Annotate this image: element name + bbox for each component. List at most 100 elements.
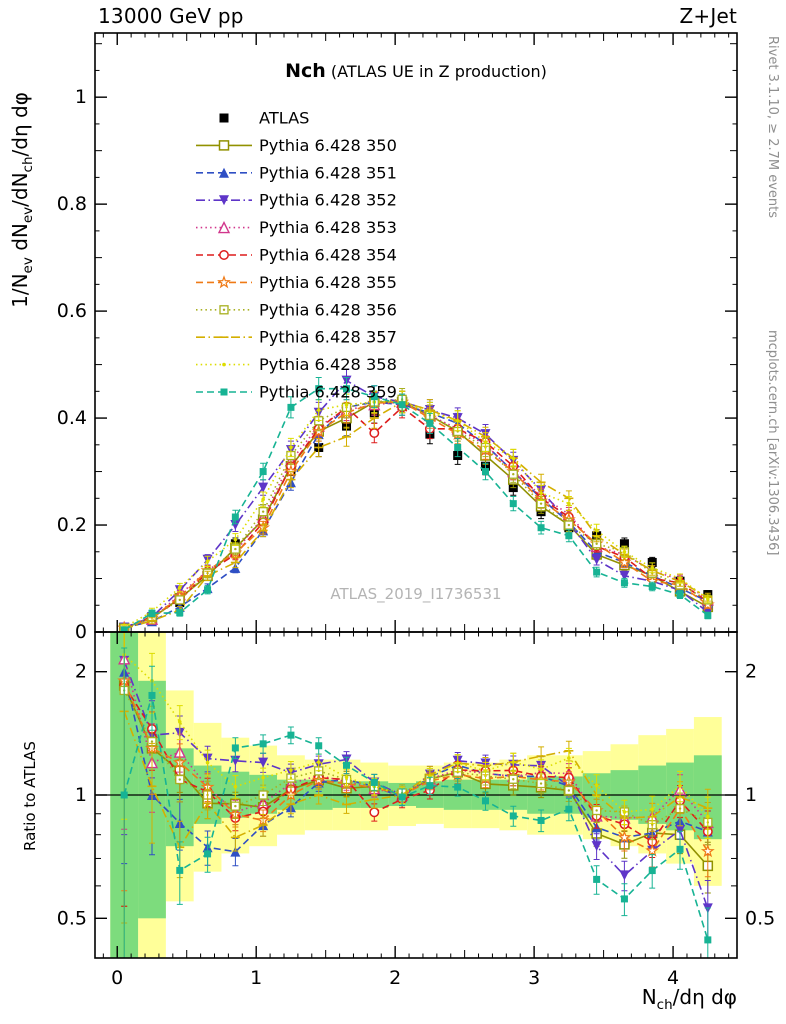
series-pythia-6-428-358-top bbox=[121, 390, 711, 631]
plot-title: Nch (ATLAS UE in Z production) bbox=[186, 60, 646, 82]
y-tick-label: 1 bbox=[75, 86, 87, 108]
marker bbox=[258, 482, 269, 493]
marker bbox=[619, 539, 629, 549]
ratio-tick-label-right: 1 bbox=[745, 784, 757, 806]
marker bbox=[316, 760, 321, 764]
series-line bbox=[123, 711, 709, 849]
y-tick-label: 0 bbox=[75, 621, 87, 643]
marker bbox=[537, 524, 545, 532]
marker bbox=[315, 742, 323, 750]
series-line bbox=[123, 685, 709, 843]
marker bbox=[176, 609, 184, 617]
marker bbox=[620, 579, 628, 587]
x-axis-title: Nch/dη dφ bbox=[642, 985, 737, 1013]
beam-energy-label: 13000 GeV pp bbox=[98, 4, 244, 28]
marker bbox=[565, 805, 573, 813]
marker bbox=[259, 468, 267, 476]
series-line bbox=[123, 690, 709, 826]
plot-title-main: Nch bbox=[285, 60, 326, 82]
y-tick-label: 0.8 bbox=[57, 193, 87, 215]
y-tick-label: 0.2 bbox=[57, 514, 87, 536]
marker-dot bbox=[261, 793, 265, 797]
marker bbox=[316, 408, 321, 412]
marker bbox=[218, 140, 230, 151]
marker bbox=[217, 275, 231, 289]
x-tick-label: 3 bbox=[528, 967, 540, 989]
marker bbox=[148, 691, 156, 699]
marker bbox=[706, 597, 710, 601]
marker bbox=[676, 845, 684, 853]
series-line bbox=[123, 695, 709, 941]
series-line bbox=[123, 671, 709, 853]
ratio-tick-label-right: 0.5 bbox=[745, 907, 775, 929]
ratio-tick-label: 1 bbox=[75, 784, 87, 806]
marker bbox=[511, 760, 516, 764]
series-line bbox=[124, 401, 709, 629]
marker-dot bbox=[234, 547, 237, 551]
mcplots-note: mcplots.cern.ch [arXiv:1306.3436] bbox=[765, 330, 780, 556]
marker bbox=[622, 810, 627, 814]
marker bbox=[678, 784, 682, 788]
marker bbox=[230, 846, 241, 857]
marker bbox=[483, 769, 488, 773]
marker-dot bbox=[150, 740, 154, 743]
marker bbox=[287, 731, 295, 739]
marker bbox=[369, 428, 380, 438]
y-tick-label: 0.4 bbox=[57, 407, 87, 429]
legend-label: Pythia 6.428 355 bbox=[259, 273, 397, 292]
marker bbox=[619, 570, 630, 581]
marker bbox=[454, 783, 462, 791]
marker bbox=[315, 385, 323, 393]
legend-label: ATLAS bbox=[259, 109, 309, 128]
legend-label: Pythia 6.428 358 bbox=[259, 355, 397, 374]
marker bbox=[176, 866, 184, 874]
marker bbox=[398, 401, 406, 409]
marker bbox=[219, 195, 229, 206]
marker bbox=[204, 850, 212, 858]
marker bbox=[591, 841, 602, 852]
marker bbox=[483, 440, 488, 444]
marker bbox=[675, 825, 686, 836]
x-tick-label: 0 bbox=[111, 967, 123, 989]
marker bbox=[481, 797, 489, 805]
marker bbox=[567, 756, 571, 760]
legend-label: Pythia 6.428 356 bbox=[259, 300, 397, 319]
legend-item-pythia-6-428-353: Pythia 6.428 353 bbox=[196, 218, 397, 237]
marker-dot bbox=[539, 782, 543, 785]
series-line bbox=[123, 387, 709, 631]
marker bbox=[539, 767, 543, 772]
marker bbox=[233, 537, 238, 542]
series-line bbox=[123, 654, 709, 818]
marker bbox=[217, 221, 231, 234]
marker bbox=[426, 419, 434, 427]
marker bbox=[650, 807, 655, 812]
marker bbox=[177, 719, 182, 724]
marker bbox=[648, 867, 656, 875]
marker bbox=[511, 456, 516, 460]
marker bbox=[261, 497, 265, 502]
marker bbox=[231, 744, 239, 752]
marker bbox=[678, 576, 682, 581]
marker-dot bbox=[539, 502, 543, 505]
marker-dot bbox=[178, 598, 181, 602]
marker bbox=[205, 760, 210, 765]
y-axis-title: 1/Nev dNev/dNch/dη dφ bbox=[8, 92, 36, 308]
marker bbox=[289, 768, 293, 772]
marker bbox=[537, 816, 545, 824]
legend-label: Pythia 6.428 352 bbox=[259, 191, 397, 210]
series-line bbox=[123, 401, 709, 630]
rivet-version-note: Rivet 3.1.10, ≥ 2.7M events bbox=[765, 36, 780, 219]
legend-label: Pythia 6.428 357 bbox=[259, 328, 397, 347]
x-tick-label: 4 bbox=[667, 967, 679, 989]
legend-item-pythia-6-428-359: Pythia 6.428 359 bbox=[196, 383, 397, 402]
legend-label: Pythia 6.428 350 bbox=[259, 136, 397, 155]
marker bbox=[509, 500, 517, 508]
x-tick-label: 1 bbox=[250, 967, 262, 989]
marker bbox=[344, 402, 349, 407]
ratio-tick-label-right: 2 bbox=[745, 661, 757, 683]
marker bbox=[565, 532, 573, 540]
series-line bbox=[123, 658, 709, 823]
marker bbox=[177, 585, 182, 590]
